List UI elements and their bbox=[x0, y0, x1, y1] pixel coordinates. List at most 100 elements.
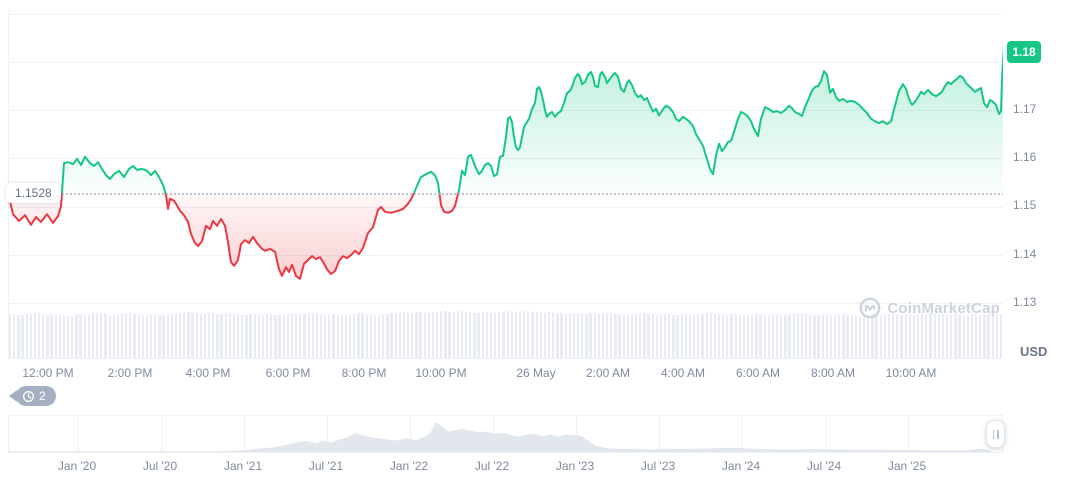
grid-line bbox=[9, 254, 1004, 256]
volume-bar bbox=[651, 314, 654, 358]
volume-bar bbox=[912, 315, 916, 358]
volume-bar bbox=[713, 314, 717, 358]
navigator-tick-label: Jan '25 bbox=[887, 459, 927, 473]
volume-bar bbox=[174, 313, 178, 358]
volume-bar bbox=[224, 313, 227, 358]
navigator-tick-label: Jul '22 bbox=[474, 459, 510, 473]
volume-bar bbox=[54, 314, 57, 358]
price-axis: 1.18 USD 1.17 1.16 1.15 1.14 1.13 bbox=[1003, 0, 1072, 415]
volume-bar bbox=[606, 313, 609, 358]
volume-bar bbox=[91, 313, 95, 358]
volume-bar bbox=[676, 315, 679, 358]
volume-bar bbox=[883, 315, 887, 358]
time-axis: 12:00 PM 2:00 PM 4:00 PM 6:00 PM 8:00 PM 10:0… bbox=[8, 366, 1003, 382]
volume-bar bbox=[751, 314, 754, 358]
volume-bar bbox=[257, 315, 261, 358]
volume-bar bbox=[311, 313, 314, 358]
volume-bar bbox=[556, 313, 559, 358]
navigator-tick-label: Jan '23 bbox=[555, 459, 595, 473]
volume-bar bbox=[734, 314, 737, 358]
volume-bar bbox=[655, 315, 659, 358]
volume-bar bbox=[991, 314, 994, 358]
navigator-right-handle[interactable] bbox=[986, 420, 1005, 448]
volume-bar bbox=[407, 313, 410, 358]
volume-bar bbox=[166, 314, 169, 358]
price-tick-label: 1.16 bbox=[1013, 150, 1037, 165]
volume-bar bbox=[274, 315, 277, 358]
volume-bar bbox=[767, 315, 770, 358]
volume-bar bbox=[83, 315, 86, 358]
volume-bar bbox=[601, 314, 605, 358]
grid-line bbox=[9, 61, 1004, 63]
navigator-tick-label: Jan '21 bbox=[223, 459, 263, 473]
volume-bar bbox=[402, 312, 406, 358]
volume-bar bbox=[987, 314, 990, 358]
volume-bar bbox=[431, 312, 435, 358]
price-tick-label: 1.14 bbox=[1013, 246, 1037, 261]
volume-bar bbox=[489, 313, 493, 358]
volume-bar bbox=[290, 313, 294, 358]
volume-bar bbox=[850, 315, 853, 358]
volume-bar bbox=[854, 316, 858, 358]
volume-bar bbox=[485, 312, 489, 358]
history-clock-icon bbox=[23, 390, 34, 402]
volume-bar bbox=[829, 315, 833, 358]
volume-bar bbox=[784, 315, 787, 358]
volume-bar bbox=[328, 315, 331, 358]
volume-bar bbox=[759, 314, 762, 358]
history-alert-badge[interactable]: 2 bbox=[9, 386, 56, 406]
time-tick-label: 8:00 AM bbox=[810, 366, 856, 380]
volume-bar bbox=[680, 314, 683, 358]
volume-bar bbox=[523, 311, 526, 358]
volume-bar bbox=[212, 313, 215, 358]
volume-bar bbox=[245, 315, 248, 358]
volume-bar bbox=[62, 315, 66, 358]
volume-bar bbox=[904, 314, 907, 358]
volume-bar bbox=[900, 315, 903, 358]
volume-bar bbox=[336, 314, 339, 358]
volume-bar bbox=[481, 312, 484, 358]
volume-bar bbox=[178, 313, 182, 358]
navigator-tick-label: Jul '24 bbox=[806, 459, 842, 473]
volume-bar bbox=[879, 315, 882, 358]
volume-bar bbox=[626, 315, 629, 358]
volume-bar bbox=[809, 314, 812, 358]
grid-line bbox=[9, 206, 1004, 208]
volume-bar bbox=[531, 312, 534, 358]
volume-bar bbox=[871, 314, 874, 358]
volume-bar bbox=[581, 314, 584, 358]
range-navigator[interactable] bbox=[8, 415, 1003, 453]
time-tick-label: 6:00 AM bbox=[735, 366, 781, 380]
volume-bar bbox=[278, 315, 281, 358]
price-tick-label: 1.17 bbox=[1013, 102, 1037, 117]
volume-bar bbox=[440, 311, 443, 358]
volume-bar bbox=[995, 314, 998, 358]
navigator-tick-label: Jul '23 bbox=[640, 459, 676, 473]
navigator-grid-line bbox=[410, 416, 411, 452]
volume-bar bbox=[510, 311, 513, 358]
volume-bar bbox=[361, 313, 364, 358]
volume-bar bbox=[788, 314, 791, 358]
price-tick-label: 1.15 bbox=[1013, 198, 1037, 213]
main-chart-plot[interactable] bbox=[8, 12, 1005, 359]
volume-bar bbox=[67, 316, 70, 358]
volume-bar bbox=[568, 314, 571, 358]
volume-bar bbox=[518, 312, 522, 358]
volume-bar bbox=[390, 313, 393, 358]
volume-bar bbox=[116, 314, 120, 358]
volume-bar bbox=[170, 314, 173, 358]
volume-bar bbox=[133, 314, 136, 358]
volume-bar bbox=[270, 314, 273, 358]
history-count: 2 bbox=[39, 389, 46, 403]
volume-bar bbox=[216, 314, 219, 358]
watermark-text: CoinMarketCap bbox=[887, 299, 1000, 317]
navigator-tick-label: Jan '22 bbox=[389, 459, 429, 473]
volume-bar bbox=[867, 315, 870, 358]
volume-bar bbox=[208, 313, 211, 358]
volume-bar bbox=[203, 314, 207, 358]
volume-bar bbox=[348, 314, 352, 358]
volume-bar bbox=[38, 313, 41, 358]
volume-bar bbox=[303, 314, 306, 358]
volume-bar bbox=[639, 313, 642, 358]
volume-bar bbox=[887, 314, 891, 358]
